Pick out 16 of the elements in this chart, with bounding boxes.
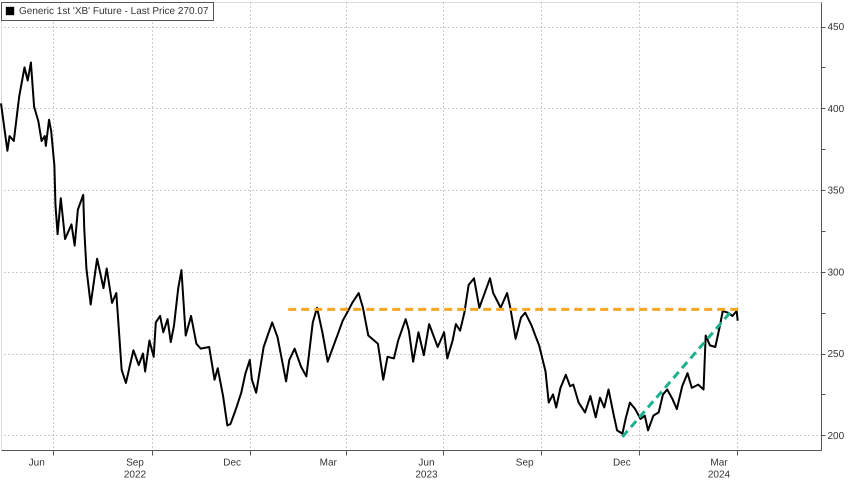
y-tick-label: 450 [828, 22, 845, 34]
x-tick-label: Mar [320, 458, 338, 468]
y-tick-label: 250 [828, 349, 845, 360]
y-tick-label: 350 [828, 186, 845, 197]
x-tick-label: Jun [28, 458, 45, 468]
x-tick-label: Sep 2022 [124, 458, 147, 480]
x-tick-label: Jun 2023 [415, 458, 438, 480]
y-tick-label: 300 [828, 267, 845, 278]
y-tick-label: 400 [828, 104, 845, 115]
x-tick-label: Dec [223, 458, 242, 468]
x-tick-label: Sep [516, 458, 534, 468]
x-tick-label: Dec [612, 458, 631, 468]
line-series [0, 61, 739, 435]
x-tick-label: Mar 2024 [708, 458, 731, 480]
legend-label: Generic 1st 'XB' Future - Last Price 270.07 [19, 6, 209, 17]
y-tick-label: 200 [828, 430, 845, 442]
